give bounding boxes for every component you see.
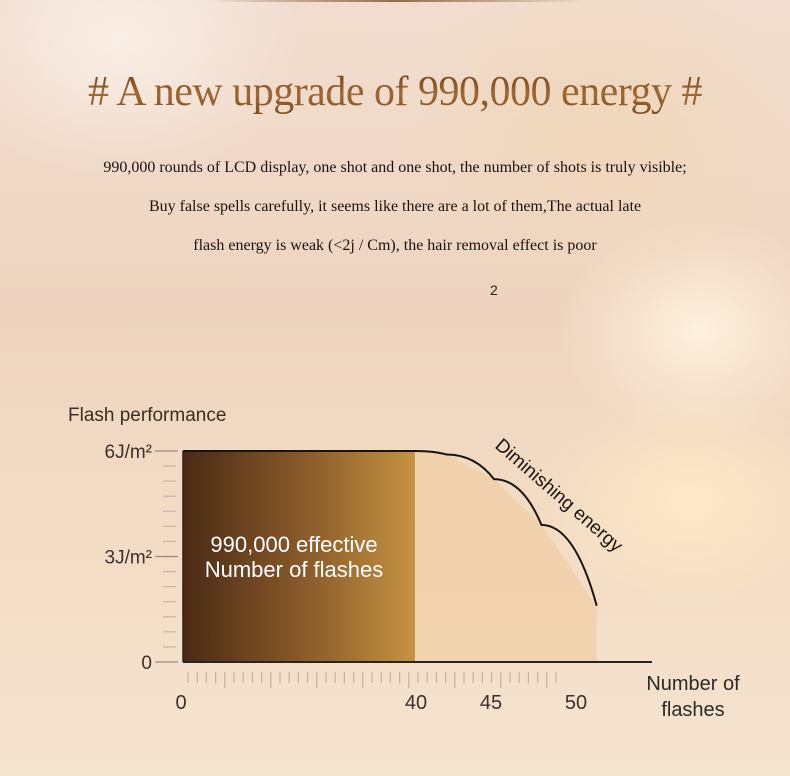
x-tick-label: 50 — [565, 692, 587, 714]
y-tick-label: 3J/m² — [105, 548, 153, 569]
page-note: 2 — [490, 282, 498, 298]
description-line-3: flash energy is weak (<2j / Cm), the hai… — [193, 237, 597, 254]
top-decor-line — [205, 0, 585, 2]
x-tick-label: 45 — [480, 692, 502, 714]
x-axis-title-line-1: Number of — [646, 673, 740, 695]
page-title: # A new upgrade of 990,000 energy # — [0, 68, 790, 116]
series-line-diminishing-energy — [183, 450, 598, 606]
band-label-line-1: 990,000 effective — [210, 532, 377, 557]
description-line-1: 990,000 rounds of LCD display, one shot … — [103, 159, 687, 176]
x-tick-label: 0 — [175, 692, 186, 714]
tail-area — [415, 451, 597, 662]
y-tick-label: 6J/m² — [105, 442, 153, 463]
x-tick-label: 40 — [405, 692, 427, 714]
description-line-2: Buy false spells carefully, it seems lik… — [148, 198, 642, 215]
y-axis-title: Flash performance — [68, 405, 226, 426]
y-tick-label: 0 — [141, 653, 152, 674]
effective-flashes-band — [183, 451, 415, 662]
band-label-line-2: Number of flashes — [205, 557, 384, 582]
x-axis-title-line-2: flashes — [661, 699, 724, 721]
